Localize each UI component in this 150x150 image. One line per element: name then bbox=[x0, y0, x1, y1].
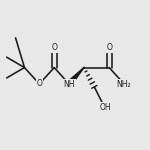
Text: O: O bbox=[51, 43, 57, 52]
Text: O: O bbox=[36, 79, 42, 88]
Text: NH₂: NH₂ bbox=[117, 80, 131, 89]
Text: NH: NH bbox=[63, 80, 75, 89]
Text: OH: OH bbox=[100, 103, 111, 112]
Polygon shape bbox=[67, 68, 84, 86]
Text: O: O bbox=[106, 43, 112, 52]
